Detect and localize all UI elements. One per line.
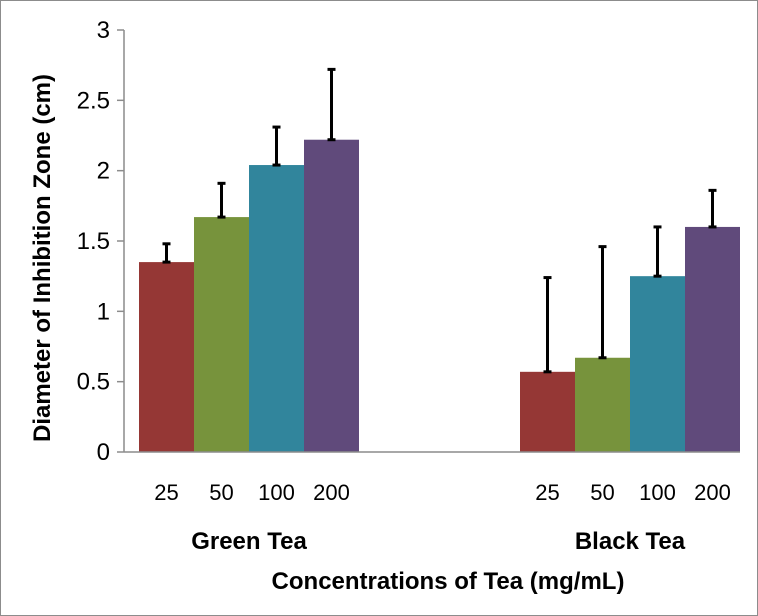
group-label: Green Tea	[191, 528, 307, 555]
y-ticks: 0 0.5 1 1.5 2 2.5 3	[77, 17, 124, 466]
category-label: 100	[639, 480, 676, 505]
bar-green-tea-200	[304, 139, 359, 452]
bar-black-tea-25	[520, 371, 575, 452]
bar-green-tea-25	[139, 262, 194, 452]
y-tick-label: 0.5	[77, 369, 110, 396]
category-label: 50	[590, 480, 614, 505]
category-label: 100	[258, 480, 295, 505]
category-label: 25	[535, 480, 559, 505]
category-label: 25	[154, 480, 178, 505]
category-label: 50	[209, 480, 233, 505]
error-bars	[162, 67, 717, 374]
bar-black-tea-200	[685, 226, 740, 452]
category-label: 200	[313, 480, 350, 505]
category-label: 200	[694, 480, 731, 505]
y-tick-label: 1.5	[77, 228, 110, 255]
bar-green-tea-100	[249, 165, 304, 453]
y-tick-label: 1	[97, 298, 110, 325]
y-tick-label: 2.5	[77, 87, 110, 114]
y-tick-label: 0	[97, 439, 110, 466]
x-axis-title: Concentrations of Tea (mg/mL)	[272, 568, 625, 595]
y-tick-label: 2	[97, 158, 110, 185]
bar-black-tea-50	[575, 357, 630, 452]
group-label: Black Tea	[575, 528, 686, 555]
bar-green-tea-50	[194, 217, 249, 452]
bar-black-tea-100	[630, 276, 685, 452]
y-axis-title: Diameter of Inhibition Zone (cm)	[29, 74, 56, 442]
y-tick-label: 3	[97, 17, 110, 44]
bars	[139, 139, 740, 453]
